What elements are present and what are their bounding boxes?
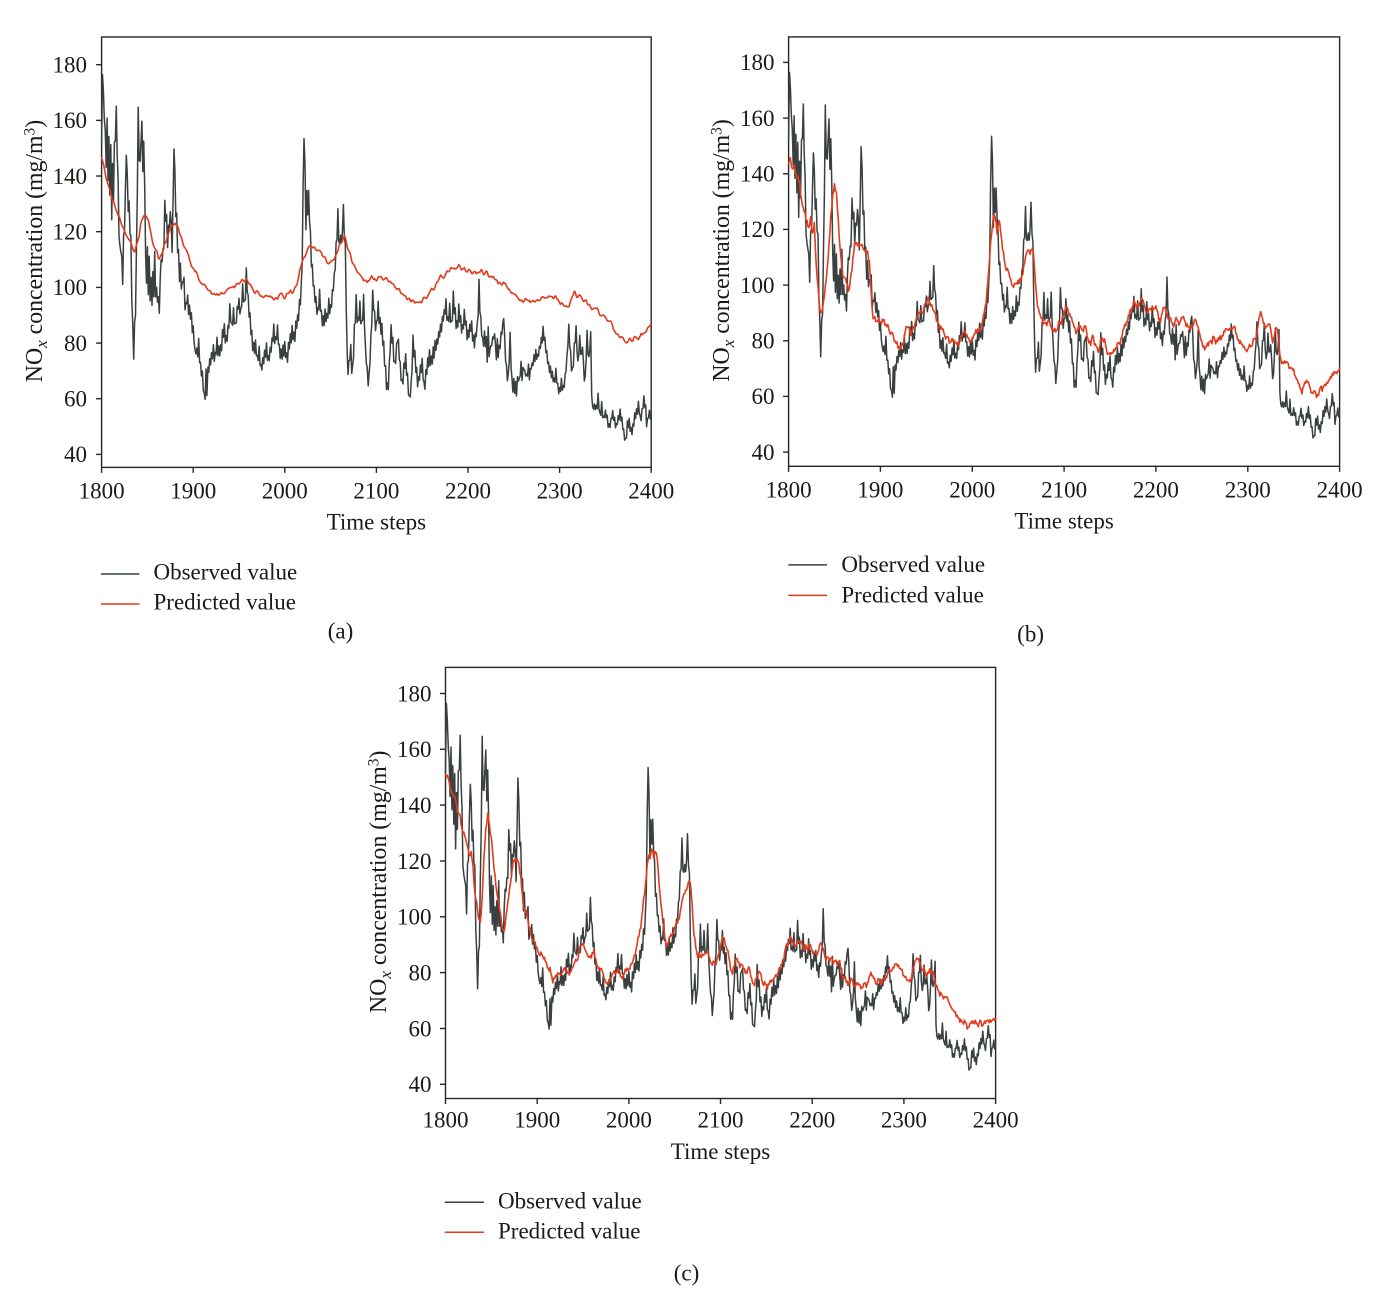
svg-text:Time steps: Time steps [1014,509,1114,534]
svg-text:(b): (b) [1017,622,1044,647]
svg-text:2300: 2300 [881,1108,927,1133]
svg-text:80: 80 [752,329,775,354]
svg-text:2300: 2300 [537,479,583,504]
svg-text:180: 180 [397,681,432,706]
svg-text:2000: 2000 [262,479,308,504]
svg-text:Predicted value: Predicted value [154,590,296,615]
svg-text:2100: 2100 [1041,478,1087,503]
svg-text:100: 100 [397,905,432,930]
svg-text:100: 100 [740,273,775,298]
svg-text:Time steps: Time steps [671,1139,771,1164]
svg-text:1800: 1800 [766,478,812,503]
svg-text:160: 160 [53,108,88,133]
svg-text:60: 60 [409,1016,432,1041]
svg-text:1900: 1900 [514,1108,560,1133]
svg-text:120: 120 [397,849,432,874]
svg-text:Observed value: Observed value [841,552,985,577]
svg-text:Predicted value: Predicted value [498,1219,640,1244]
svg-text:1800: 1800 [79,479,125,504]
svg-text:NOx concentration (mg/m3): NOx concentration (mg/m3) [365,751,395,1013]
svg-text:1800: 1800 [423,1108,469,1133]
svg-text:160: 160 [740,106,775,131]
svg-text:120: 120 [53,220,88,245]
svg-text:60: 60 [64,387,87,412]
svg-text:2200: 2200 [445,479,491,504]
svg-text:40: 40 [64,442,87,467]
svg-text:1900: 1900 [857,478,903,503]
svg-text:NOx concentration (mg/m3): NOx concentration (mg/m3) [21,120,51,382]
svg-text:40: 40 [409,1072,432,1097]
svg-text:(c): (c) [674,1261,700,1286]
svg-text:160: 160 [397,737,432,762]
svg-text:180: 180 [740,50,775,75]
svg-text:NOx concentration (mg/m3): NOx concentration (mg/m3) [708,119,738,381]
svg-text:2200: 2200 [1133,478,1179,503]
svg-text:Time steps: Time steps [327,510,427,535]
svg-text:Observed value: Observed value [498,1189,642,1214]
svg-text:1900: 1900 [170,479,216,504]
svg-text:2000: 2000 [949,478,995,503]
svg-text:2400: 2400 [628,479,674,504]
svg-text:120: 120 [740,217,775,242]
svg-text:100: 100 [53,275,88,300]
svg-text:2100: 2100 [353,479,399,504]
svg-text:2300: 2300 [1225,478,1271,503]
svg-text:2400: 2400 [1317,478,1363,503]
svg-text:40: 40 [752,440,775,465]
svg-text:(a): (a) [328,619,354,644]
svg-text:140: 140 [740,162,775,187]
svg-text:80: 80 [64,331,87,356]
svg-text:2100: 2100 [698,1108,744,1133]
svg-text:2000: 2000 [606,1108,652,1133]
svg-text:180: 180 [53,53,88,78]
svg-text:Observed value: Observed value [154,560,298,585]
svg-text:2400: 2400 [973,1108,1019,1133]
svg-text:140: 140 [53,164,88,189]
svg-text:2200: 2200 [789,1108,835,1133]
svg-text:80: 80 [409,960,432,985]
svg-text:140: 140 [397,793,432,818]
svg-text:Predicted value: Predicted value [841,583,983,608]
svg-text:60: 60 [752,384,775,409]
